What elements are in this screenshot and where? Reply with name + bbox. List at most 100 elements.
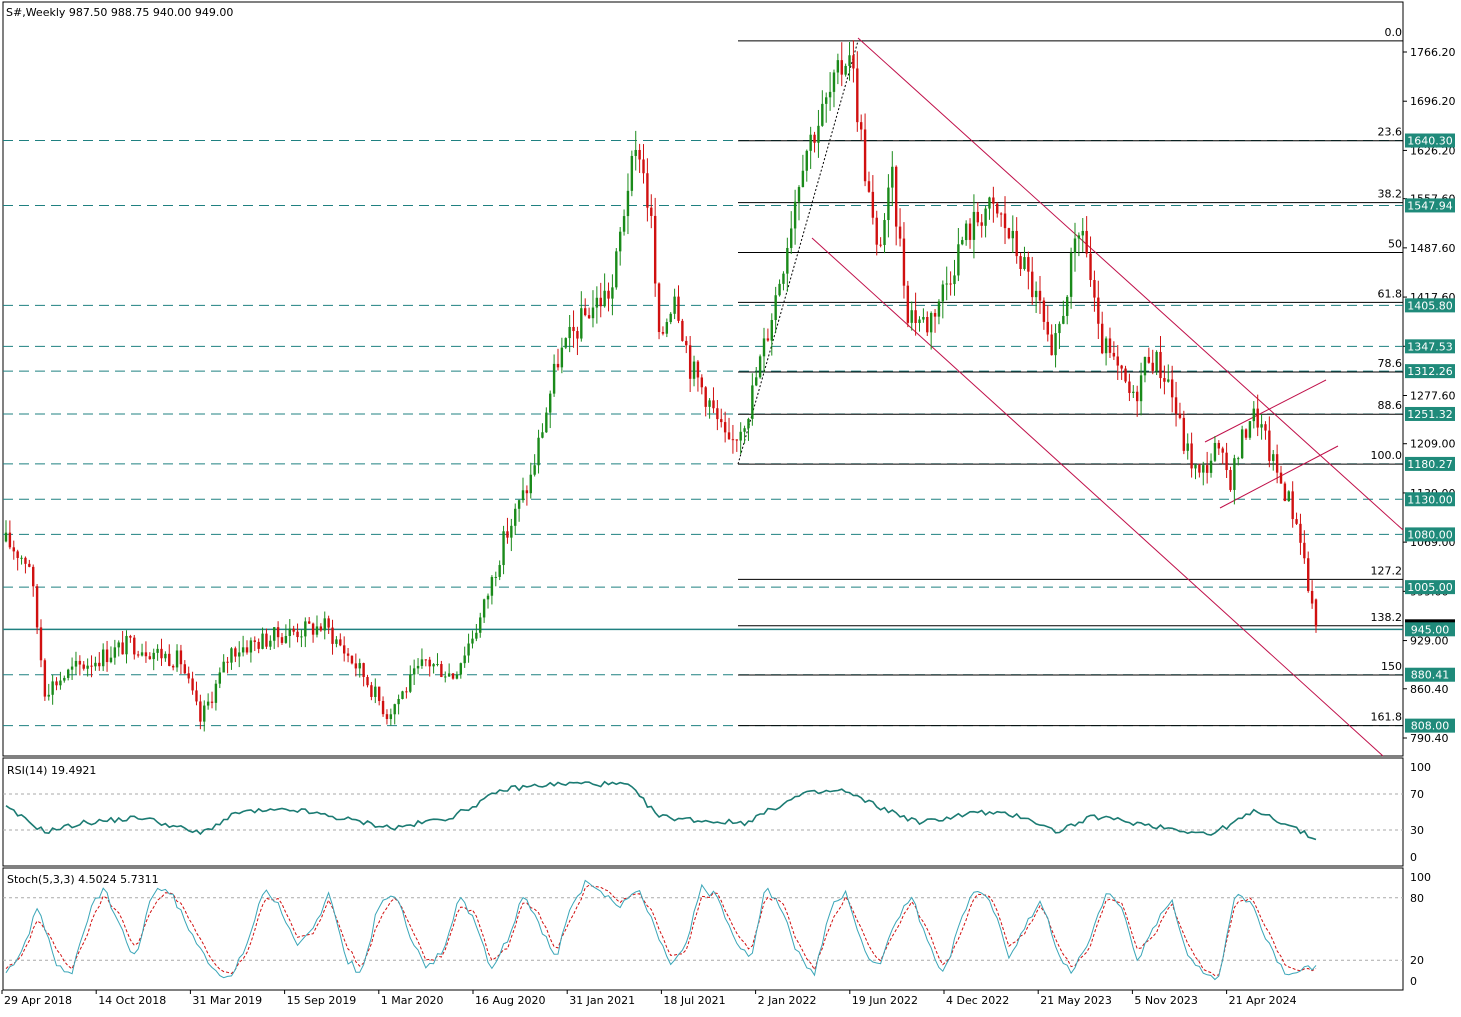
candle-body: [1233, 458, 1236, 490]
candle-body: [206, 701, 210, 706]
candle-body: [1240, 429, 1244, 459]
candle-body: [700, 377, 704, 388]
time-tick-label: 18 Jul 2021: [663, 994, 725, 1007]
candle-body: [1237, 458, 1240, 460]
candle-body: [856, 68, 859, 123]
candle-body: [766, 338, 770, 341]
candle-body: [1167, 379, 1170, 382]
candle-body: [401, 691, 404, 699]
candle-body: [214, 683, 218, 703]
candle-body: [552, 363, 556, 394]
candle-body: [436, 664, 439, 666]
candle-body: [455, 674, 459, 679]
candle-body: [1190, 443, 1193, 469]
candle-body: [910, 310, 913, 323]
candle-body: [529, 474, 532, 494]
candle-body: [1062, 315, 1065, 324]
candle-body: [195, 690, 198, 702]
rsi-tick-label: 30: [1410, 824, 1424, 837]
candle-body: [898, 226, 902, 239]
candle-body: [156, 648, 159, 653]
candle-body: [852, 55, 855, 69]
candle-body: [809, 134, 812, 151]
candle-body: [704, 387, 707, 407]
candle-body: [646, 173, 649, 208]
candle-body: [28, 563, 31, 567]
candle-body: [937, 301, 941, 317]
fib-label: 150: [1381, 660, 1402, 673]
candle-body: [210, 701, 214, 703]
fib-label: 78.6: [1378, 357, 1403, 370]
candle-body: [1163, 378, 1166, 382]
candle-body: [1182, 417, 1186, 451]
level-badge-label: 1180.27: [1407, 458, 1453, 471]
candle-body: [420, 659, 424, 666]
candle-body: [1054, 333, 1057, 356]
candle-body: [319, 626, 323, 631]
candle-body: [218, 672, 221, 684]
candle-body: [1073, 238, 1077, 254]
candle-body: [346, 653, 350, 656]
candle-body: [168, 653, 171, 666]
candle-body: [1112, 352, 1116, 357]
candle-body: [603, 290, 606, 307]
candle-body: [1077, 235, 1081, 239]
candle-body: [183, 664, 187, 674]
candle-body: [1279, 472, 1283, 484]
candle-body: [405, 691, 408, 693]
stoch-tick-label: 0: [1410, 975, 1417, 988]
candle-body: [1132, 391, 1135, 393]
candle-body: [685, 340, 688, 346]
candle-body: [1307, 558, 1310, 591]
fib-label: 0.0: [1385, 26, 1403, 39]
level-badge: [1405, 198, 1455, 213]
candle-body: [152, 652, 155, 660]
candle-body: [657, 283, 661, 333]
candle-body: [1202, 465, 1205, 473]
candle-body: [315, 626, 319, 635]
time-tick-label: 16 Aug 2020: [475, 994, 545, 1007]
candle-body: [273, 627, 276, 641]
fib-label: 61.8: [1378, 287, 1403, 300]
candle-body: [1093, 280, 1096, 298]
candle-body: [467, 643, 470, 656]
candle-body: [354, 663, 358, 669]
candle-body: [859, 122, 863, 130]
candle-body: [39, 627, 43, 661]
candle-body: [331, 627, 334, 644]
candle-body: [187, 673, 190, 679]
candle-body: [121, 642, 124, 655]
candle-body: [805, 150, 808, 171]
candle-body: [1291, 491, 1294, 520]
candle-body: [32, 566, 35, 587]
candle-body: [397, 698, 400, 705]
candle-body: [1046, 321, 1049, 335]
fib-label: 23.6: [1378, 126, 1403, 139]
candle-body: [148, 656, 152, 660]
candle-body: [723, 422, 727, 433]
candle-body: [984, 208, 987, 226]
candle-body: [583, 308, 587, 316]
candle-body: [133, 637, 136, 655]
candle-body: [381, 700, 385, 715]
time-tick-label: 15 Sep 2019: [287, 994, 357, 1007]
candle-body: [968, 223, 972, 240]
candle-body: [249, 640, 253, 653]
candle-body: [828, 91, 832, 98]
candle-body: [494, 576, 497, 578]
candle-body: [560, 347, 564, 368]
candle-body: [265, 633, 268, 647]
level-badge: [1405, 133, 1455, 148]
level-badge: [1405, 406, 1455, 421]
trend-channel: [811, 37, 1404, 757]
candle-body: [479, 617, 482, 633]
candle-body: [735, 439, 739, 441]
candle-body: [101, 649, 105, 667]
candle-body: [595, 297, 599, 308]
candle-body: [626, 190, 630, 217]
candle-body: [821, 103, 824, 126]
rsi-tick-label: 100: [1410, 761, 1431, 774]
candle-body: [370, 685, 373, 697]
candle-body: [1085, 230, 1088, 254]
candle-body: [871, 191, 875, 218]
